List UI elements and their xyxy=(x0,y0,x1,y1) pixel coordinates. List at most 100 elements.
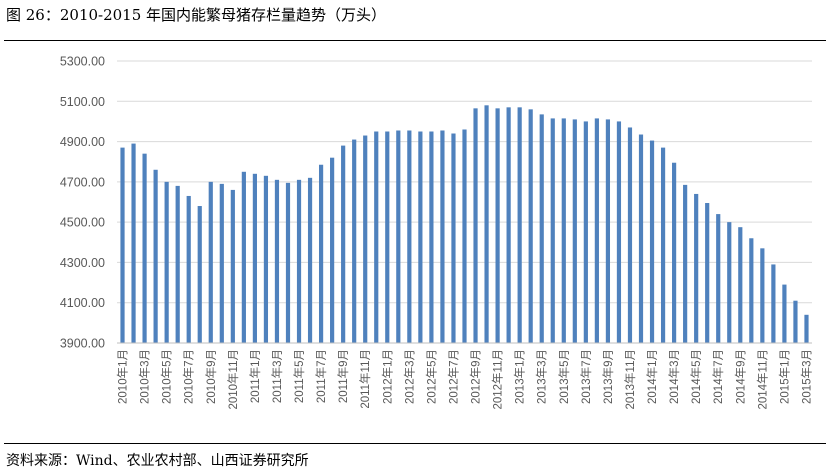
x-tick-label: 2014年1月 xyxy=(645,349,659,404)
bar xyxy=(318,164,324,343)
x-tick-label: 2010年11月 xyxy=(226,349,240,410)
x-tick-label: 2013年11月 xyxy=(623,349,637,410)
x-tick-label: 2011年7月 xyxy=(314,349,328,403)
bar xyxy=(208,181,213,343)
x-tick-label: 2011年5月 xyxy=(292,349,306,403)
x-tick-label: 2014年11月 xyxy=(755,349,769,410)
bar xyxy=(550,118,555,343)
x-tick-label: 2010年7月 xyxy=(182,349,196,404)
bar xyxy=(727,222,732,343)
bar xyxy=(374,131,379,343)
bottom-divider xyxy=(4,443,826,444)
bar xyxy=(131,143,136,343)
bar xyxy=(705,203,710,343)
y-tick-label: 4900.00 xyxy=(60,135,105,149)
bar xyxy=(307,177,313,343)
x-tick-label: 2013年9月 xyxy=(601,349,615,404)
bar xyxy=(694,193,699,343)
bar xyxy=(638,134,644,343)
bar xyxy=(672,162,677,343)
bar xyxy=(760,248,765,343)
bar xyxy=(616,121,622,344)
bar xyxy=(407,130,412,343)
y-tick-label: 5100.00 xyxy=(60,95,105,109)
bar xyxy=(164,181,169,343)
x-tick-label: 2015年1月 xyxy=(777,349,791,404)
figure-title: 图 26：2010-2015 年国内能繁母猪存栏量趋势（万头） xyxy=(6,6,387,24)
bar xyxy=(219,183,224,343)
x-tick-label: 2013年7月 xyxy=(579,349,593,404)
bar xyxy=(175,185,180,343)
x-tick-label: 2010年9月 xyxy=(204,349,218,404)
x-tick-label: 2013年5月 xyxy=(557,349,571,404)
bar xyxy=(528,109,533,343)
bar xyxy=(782,284,787,343)
x-tick-label: 2012年5月 xyxy=(424,349,438,404)
bar xyxy=(330,157,335,343)
y-tick-label: 4100.00 xyxy=(60,296,105,310)
x-tick-label: 2014年7月 xyxy=(711,349,725,404)
bar xyxy=(561,118,566,343)
bar xyxy=(793,300,798,343)
x-tick-label: 2014年3月 xyxy=(667,349,681,404)
x-tick-label: 2013年1月 xyxy=(513,349,527,404)
bar xyxy=(341,145,346,343)
x-tick-label: 2011年1月 xyxy=(248,349,262,403)
x-tick-label: 2010年1月 xyxy=(116,349,130,404)
y-tick-label: 4500.00 xyxy=(60,216,105,230)
bar xyxy=(263,175,269,343)
top-divider xyxy=(4,40,826,41)
bar xyxy=(285,182,291,343)
x-tick-label: 2012年7月 xyxy=(446,349,460,404)
bar xyxy=(274,179,280,343)
bar xyxy=(649,140,655,343)
bar xyxy=(484,105,489,343)
y-tick-labels: 3900.00 4100.00 4300.00 4500.00 4700.00 4900.… xyxy=(60,55,105,351)
bar xyxy=(396,130,401,343)
bar xyxy=(241,171,246,343)
bar xyxy=(440,130,445,343)
bar xyxy=(660,147,666,343)
bar xyxy=(197,206,202,343)
bar xyxy=(153,169,158,343)
bar xyxy=(186,195,191,343)
bar xyxy=(738,227,743,343)
bar xyxy=(716,214,721,343)
bar xyxy=(462,129,467,343)
x-tick-label: 2013年3月 xyxy=(535,349,549,404)
x-tick-label: 2014年9月 xyxy=(733,349,747,404)
bar-series xyxy=(120,105,809,344)
bar xyxy=(749,238,754,343)
bar xyxy=(418,131,423,343)
x-tick-label: 2014年5月 xyxy=(689,349,703,404)
bar xyxy=(451,133,456,343)
x-tick-label: 2011年3月 xyxy=(270,349,284,403)
bar xyxy=(771,264,776,343)
bar xyxy=(473,108,478,343)
x-tick-label: 2012年11月 xyxy=(491,349,505,410)
x-tick-label: 2012年3月 xyxy=(402,349,416,404)
x-tick-labels: 2010年1月 2010年3月 2010年5月 2010年7月 2010年9月 2010年… xyxy=(116,349,814,410)
bar xyxy=(385,131,390,343)
y-tick-label: 4300.00 xyxy=(60,256,105,270)
x-tick-label: 2011年9月 xyxy=(336,349,350,403)
bar xyxy=(517,107,522,343)
x-tick-label: 2010年5月 xyxy=(160,349,174,404)
x-tick-label: 2010年3月 xyxy=(138,349,152,404)
x-tick-label: 2015年3月 xyxy=(799,349,813,404)
bar xyxy=(352,139,357,343)
bar xyxy=(572,119,577,343)
bar xyxy=(363,135,368,343)
x-tick-label: 2012年1月 xyxy=(380,349,394,404)
bar xyxy=(605,119,611,343)
bar xyxy=(120,147,125,343)
source-note: 资料来源：Wind、农业农村部、山西证券研究所 xyxy=(6,453,309,469)
bar xyxy=(583,121,588,344)
bar xyxy=(429,131,434,343)
x-tick-label: 2012年9月 xyxy=(469,349,483,404)
bar xyxy=(142,153,147,343)
bar xyxy=(539,114,544,343)
y-tick-label: 4700.00 xyxy=(60,175,105,189)
bar-chart: 3900.00 4100.00 4300.00 4500.00 4700.00 4900.… xyxy=(60,55,814,410)
bar xyxy=(594,118,599,343)
